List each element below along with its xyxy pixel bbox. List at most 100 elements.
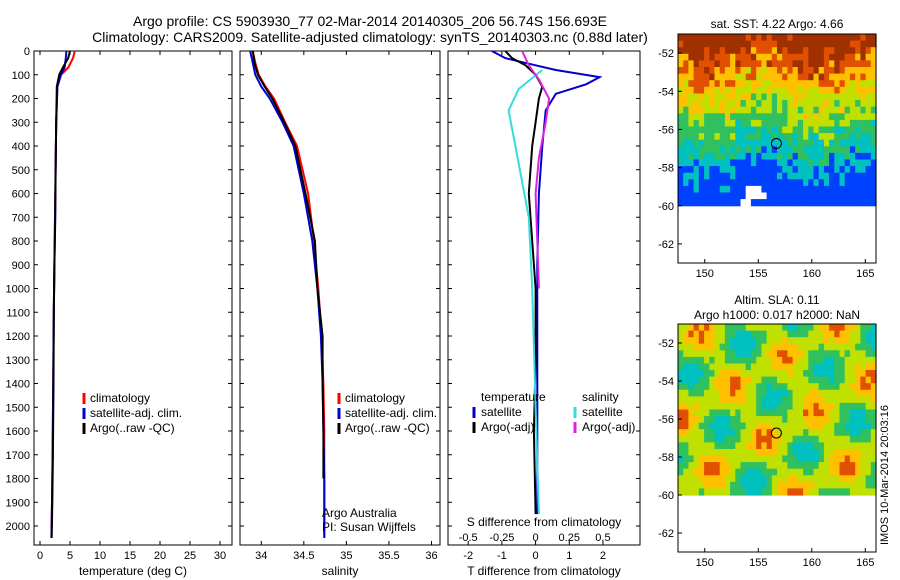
map-cell [771, 139, 778, 147]
map-cell [823, 159, 830, 167]
map-cell [787, 455, 794, 463]
map-cell [860, 60, 867, 68]
map-cell [745, 488, 752, 496]
map-cell [756, 139, 762, 147]
map-cell [709, 475, 716, 483]
map-cell [803, 199, 809, 207]
map-cell [839, 34, 846, 42]
map-cell [855, 159, 861, 167]
map-cell [756, 402, 762, 411]
map-cell [761, 475, 768, 483]
map-cell [803, 429, 809, 437]
map-cell [745, 80, 752, 88]
map-cell [865, 324, 872, 332]
map-cell [719, 152, 726, 161]
map-cell [693, 152, 700, 161]
map-cell [756, 435, 762, 443]
map-cell [855, 416, 861, 424]
map-cell [761, 40, 768, 48]
map-cell [709, 53, 716, 61]
map-cell [761, 133, 768, 141]
map-cell [693, 40, 700, 48]
map-cell [761, 409, 768, 417]
map-cell [823, 40, 830, 48]
map-cell [808, 166, 815, 174]
map-cell [688, 113, 695, 121]
map-cell [724, 152, 731, 161]
map-cell [834, 442, 841, 450]
map-cell [855, 80, 861, 88]
map-cell [829, 376, 835, 384]
map-cell [693, 93, 700, 101]
map-cell [698, 435, 705, 443]
map-cell [709, 462, 716, 470]
map-cell [839, 376, 846, 384]
map-cell [766, 330, 773, 338]
map-cell [839, 422, 846, 430]
map-cell [771, 179, 778, 187]
map-cell [834, 402, 841, 411]
map-frame [677, 33, 877, 264]
map-cell [860, 330, 867, 338]
x-tick-label: 0 [533, 550, 539, 562]
map-cell [849, 462, 856, 470]
map-title: Altim. SLA: 0.11 [734, 293, 819, 307]
map-cell [803, 356, 809, 365]
map-cell [719, 100, 726, 108]
map-cell [834, 166, 841, 174]
map-cell [693, 80, 700, 88]
legend-label: satellite [582, 405, 623, 419]
map-cell [813, 462, 820, 470]
map-cell [678, 370, 684, 378]
map-cell [761, 383, 768, 391]
map-cell [756, 383, 762, 391]
map-cell [813, 60, 820, 68]
map-cell [849, 475, 856, 483]
map-cell [683, 100, 689, 108]
y-tick-label: -56 [658, 124, 674, 136]
map-cell [719, 435, 726, 443]
map-cell [813, 119, 820, 128]
map-cell [839, 343, 846, 351]
map-cell [803, 370, 809, 378]
map-cell [750, 53, 757, 61]
map-cell [803, 422, 809, 430]
map-cell [750, 80, 757, 88]
map-cell [792, 139, 799, 147]
map-cell [761, 67, 768, 75]
map-cell [797, 47, 804, 55]
map-cell [865, 34, 872, 42]
map-cell [844, 462, 851, 470]
map-cell [756, 53, 762, 61]
map-cell [724, 100, 731, 108]
map-cell [855, 166, 861, 174]
map-cell [730, 126, 736, 134]
map-cell [849, 442, 856, 450]
map-cell [745, 113, 752, 121]
map-cell [719, 389, 726, 397]
map-cell [678, 468, 684, 476]
map-cell [714, 192, 721, 200]
map-cell [735, 416, 742, 424]
map-cell [787, 475, 794, 483]
map-cell [787, 40, 794, 48]
map-cell [844, 199, 851, 207]
map-cell [870, 462, 877, 470]
map-cell [704, 343, 710, 351]
map-cell [782, 330, 788, 338]
map-cell [693, 435, 700, 443]
map-cell [745, 376, 752, 384]
map-cell [766, 133, 773, 141]
map-cell [766, 442, 773, 450]
map-cell [724, 429, 731, 437]
map-cell [683, 152, 689, 161]
map-cell [797, 468, 804, 476]
map-cell [771, 166, 778, 174]
map-cell [797, 133, 804, 141]
map-cell [688, 350, 695, 358]
map-cell [688, 172, 695, 180]
map-cell [813, 350, 820, 358]
map-cell [829, 86, 835, 94]
map-cell [849, 139, 856, 147]
map-cell [745, 449, 752, 457]
